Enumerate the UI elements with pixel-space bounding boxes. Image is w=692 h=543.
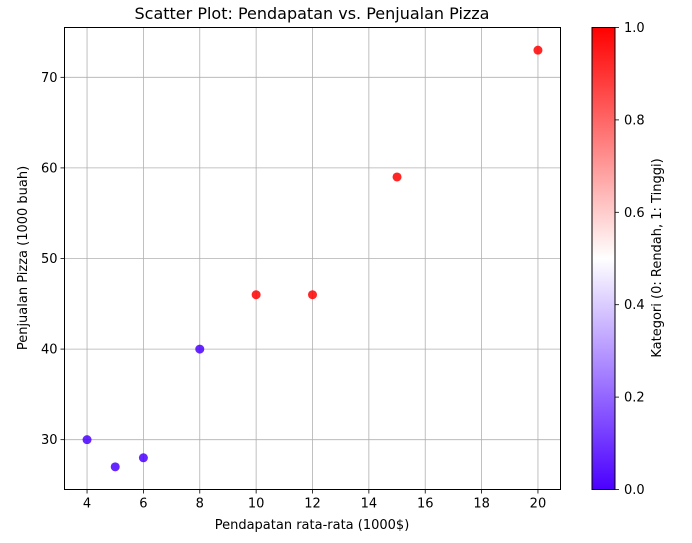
x-tick-label: 4	[83, 497, 91, 512]
x-tick-label: 14	[361, 497, 378, 512]
y-axis-ticks: 30 40 50 60 70	[41, 71, 65, 448]
colorbar-ticks: 0.0 0.2 0.4 0.6 0.8 1.0	[615, 21, 645, 498]
x-tick-label: 18	[473, 497, 490, 512]
colorbar-label: Kategori (0: Rendah, 1: Tinggi)	[650, 158, 665, 357]
colorbar-tick-label: 0.4	[624, 298, 645, 313]
data-points	[82, 45, 543, 472]
colorbar-tick-label: 0.8	[624, 113, 645, 128]
data-point	[533, 45, 543, 55]
colorbar-tick-label: 0.0	[624, 483, 645, 498]
data-point	[195, 344, 205, 354]
x-tick-label: 6	[139, 497, 147, 512]
colorbar	[591, 27, 616, 490]
grid-lines	[64, 27, 561, 490]
y-tick-label: 40	[41, 343, 58, 358]
x-tick-label: 10	[248, 497, 265, 512]
y-tick-label: 30	[41, 433, 58, 448]
x-tick-label: 20	[530, 497, 547, 512]
y-axis-label: Penjualan Pizza (1000 buah)	[16, 166, 31, 350]
data-point	[251, 290, 261, 300]
y-tick-label: 70	[41, 71, 58, 86]
x-tick-label: 12	[304, 497, 321, 512]
x-tick-label: 8	[196, 497, 204, 512]
y-tick-label: 60	[41, 161, 58, 176]
colorbar-tick-label: 0.6	[624, 206, 645, 221]
chart-title: Scatter Plot: Pendapatan vs. Penjualan P…	[135, 4, 490, 23]
data-point	[138, 453, 148, 463]
data-point	[308, 290, 317, 300]
data-point	[82, 435, 92, 445]
x-axis-ticks: 4 6 8 10 12 14 16 18 20	[83, 489, 547, 512]
colorbar-tick-label: 1.0	[624, 21, 645, 36]
y-tick-label: 50	[41, 252, 58, 267]
data-point	[110, 462, 120, 472]
x-tick-label: 16	[417, 497, 434, 512]
colorbar-tick-label: 0.2	[624, 391, 645, 406]
data-point	[392, 172, 402, 182]
x-axis-label: Pendapatan rata-rata (1000$)	[215, 518, 410, 533]
